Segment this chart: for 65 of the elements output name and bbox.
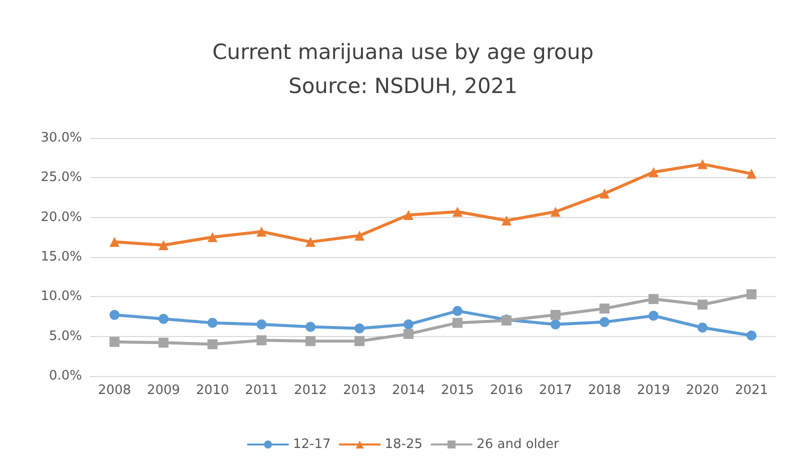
y-tick-label: 15.0%	[40, 250, 82, 264]
y-tick-label: 30.0%	[40, 130, 82, 146]
point	[158, 314, 168, 324]
point	[306, 236, 316, 247]
point	[452, 306, 462, 316]
x-tick-label: 2008	[98, 383, 132, 398]
point	[452, 206, 462, 217]
x-tick-label: 2021	[734, 383, 768, 398]
point	[256, 335, 266, 346]
point	[550, 310, 560, 320]
point	[648, 310, 658, 321]
point	[404, 319, 414, 330]
point	[404, 210, 414, 220]
point	[452, 318, 462, 328]
point	[208, 318, 218, 328]
x-tick-label: 2013	[342, 383, 376, 398]
x-tick-label: 2016	[490, 383, 524, 398]
legend-label: 18-25	[384, 437, 423, 452]
point	[110, 336, 120, 347]
point	[550, 319, 560, 330]
point	[306, 336, 316, 346]
point	[208, 339, 218, 350]
x-tick-label: 2018	[588, 383, 622, 398]
point	[354, 336, 364, 346]
x-tick-label: 2010	[196, 383, 230, 398]
point	[110, 310, 120, 320]
point	[306, 322, 316, 332]
x-tick-label: 2014	[392, 383, 426, 398]
chart-title: Current marijuana use by age group Source: NSDUH, 2021	[212, 40, 594, 98]
point	[110, 236, 120, 247]
y-tick-label: 10.0%	[40, 289, 82, 304]
point	[550, 206, 560, 217]
point	[600, 188, 610, 199]
point	[648, 294, 658, 304]
point	[208, 232, 218, 242]
x-tick-label: 2012	[294, 383, 328, 398]
point	[404, 328, 414, 339]
x-tick-label: 2011	[244, 383, 278, 398]
point	[354, 323, 364, 334]
point	[746, 168, 756, 179]
y-tick-label: 0.0%	[48, 368, 82, 384]
x-tick-label: 2019	[636, 383, 670, 398]
point	[698, 300, 708, 310]
point	[158, 240, 168, 250]
x-tick-label: 2015	[440, 383, 474, 398]
point	[746, 289, 756, 300]
point	[600, 317, 610, 328]
y-tick-label: 5.0%	[48, 328, 82, 344]
legend-label: 26 and older	[476, 437, 560, 452]
point	[600, 304, 610, 314]
x-tick-label: 2020	[686, 383, 720, 398]
point	[256, 226, 266, 237]
y-tick-label: 20.0%	[40, 210, 82, 225]
point	[698, 322, 708, 333]
point	[746, 330, 756, 341]
y-tick-label: 25.0%	[40, 170, 82, 186]
point	[354, 230, 364, 241]
legend-label: 12-17	[293, 437, 331, 452]
point	[256, 319, 266, 330]
point	[698, 159, 708, 170]
point	[502, 216, 512, 226]
point	[648, 167, 658, 178]
x-tick-label: 2017	[538, 383, 572, 398]
point	[158, 338, 168, 348]
x-tick-label: 2009	[146, 383, 180, 398]
